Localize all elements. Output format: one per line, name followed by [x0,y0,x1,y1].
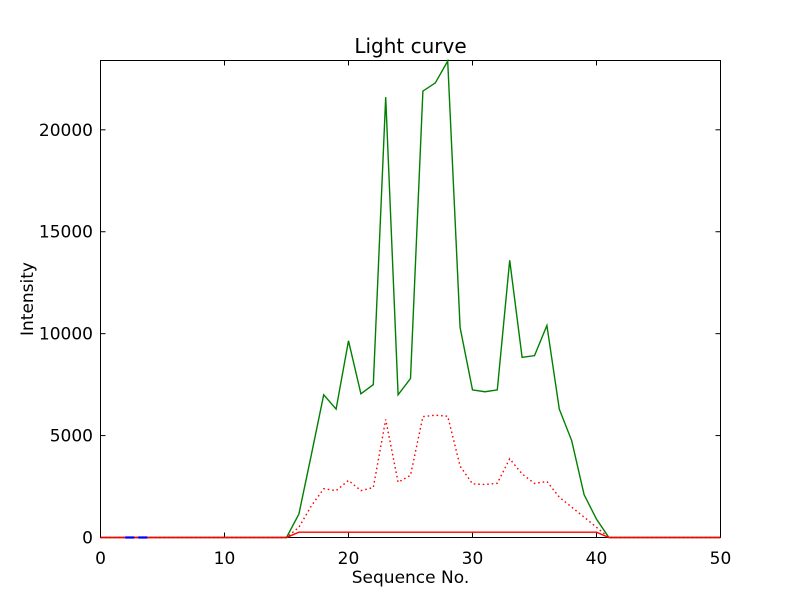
y-tick-label: 5000 [50,427,93,447]
y-tick-label: 0 [82,529,93,549]
plot-area: 0 10 20 30 40 50 0 5000 10000 15000 20000 [39,58,732,569]
y-tick-label: 10000 [39,325,93,345]
series-green-solid-line [100,58,721,539]
y-tick-label: 15000 [39,223,93,243]
x-tick-label: 20 [338,549,360,569]
x-tick-label: 0 [95,549,106,569]
x-tick-label: 40 [586,549,608,569]
series-red-dotted-line [100,414,721,539]
x-tick-label: 10 [214,549,236,569]
series-red-solid-baseline-line [100,531,721,539]
chart-title: Light curve [354,34,466,58]
x-tick-label: 50 [710,549,732,569]
x-tick-label: 30 [462,549,484,569]
y-tick-label: 20000 [39,121,93,141]
plot-frame [100,60,721,538]
x-axis-label: Sequence No. [352,568,469,588]
y-axis-label: Intensity [18,262,38,336]
